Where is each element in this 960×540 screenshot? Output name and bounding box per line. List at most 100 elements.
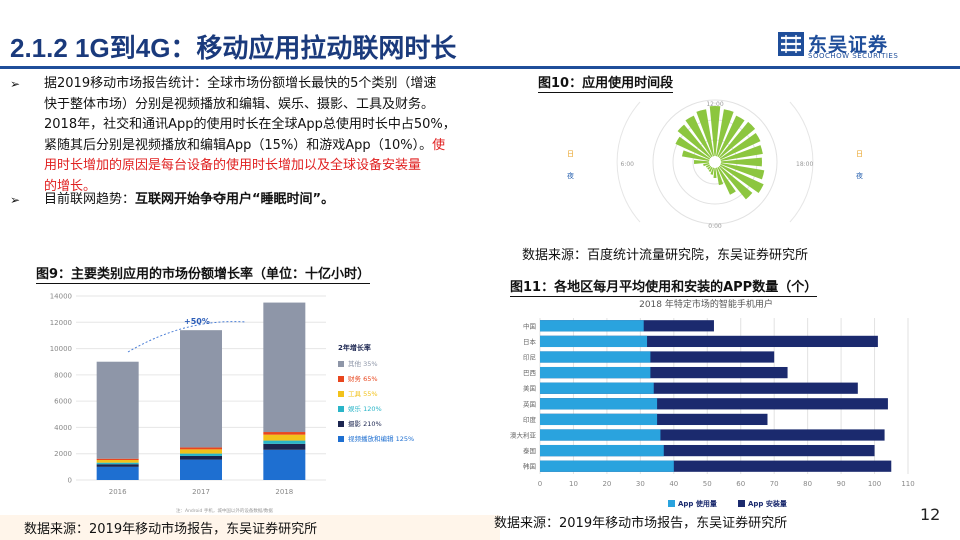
fig9-y-tick-label: 2000 [54,450,72,458]
fig10-side-day-left: 日 [567,150,574,158]
fig10-hour-bar [719,164,764,193]
fig9-bar-segment [96,361,139,459]
fig9-y-tick-label: 0 [68,477,72,485]
bullet-1-line-2: 快于整体市场）分别是视频播放和编辑、娱乐、摄影、工具及财务。 [44,96,435,112]
bullet-1-line-6: 的增长。 [44,178,97,194]
fig11-category-label: 巴西 [523,369,537,377]
fig9-y-tick-label: 6000 [54,398,72,406]
fig11-bar-install [540,429,885,441]
fig10-side-night-right: 夜 [856,171,863,180]
page-number: 12 [920,505,941,524]
fig10-hour-bar [720,163,765,180]
bullet-arrow-icon: ➢ [10,193,21,207]
fig11-legend-label: App 安装量 [748,499,787,508]
fig10-side-night-left: 夜 [567,171,574,180]
fig9-bar-segment [263,443,306,450]
title-divider [0,66,960,69]
fig9-bar-segment [263,449,306,480]
fig11-legend-swatch [668,500,675,507]
fig11-horizontal-bar-chart: 2018 年特定市场的智能手机用户 0 10 20 30 40 50 60 70 80 90 100… [510,298,915,508]
fig11-title: 图11：各地区每月平均使用和安装的APP数量（个） [510,276,818,297]
fig9-legend-swatch [338,421,344,427]
fig9-legend-swatch [338,391,344,397]
bullet-1: ➢ 据2019移动市场报告统计：全球市场份额增长最快的5个类别（增速 快于整体市… [10,74,530,198]
fig11-bar-install [540,444,875,457]
fig9-bar-segment [180,447,222,450]
logo-text-cn: 东吴证券 [808,34,889,56]
bullet-1-line-3: 2018年，社交和通讯App的使用时长在全球App总使用时长中占50%， [44,117,456,132]
fig10-side-day-right: 日 [856,150,863,158]
fig10-arc-right [789,101,814,223]
fig10-arc-left [616,101,641,223]
fig9-bar-segment [96,462,139,465]
fig9-legend-label: 财务 65% [348,374,378,383]
fig11-category-label: 韩国 [523,462,536,471]
fig11-bar-install [540,398,888,410]
fig11-bar-usage [540,382,654,394]
fig10-hour-bar [705,164,711,168]
fig11-category-label: 日本 [523,337,537,346]
fig9-stacked-bar-chart: 0 2000 4000 6000 8000 10000 12000 14000 2016 201… [50,293,414,515]
fig9-y-tick-label: 4000 [54,424,72,432]
fig11-category-label: 澳大利亚 [510,431,537,440]
fig11-bar-usage [540,335,648,348]
fig10-label-left: 6:00 [621,161,635,168]
fig10-title: 图10：应用使用时间段 [538,72,674,93]
bullet-2: ➢ 目前联网趋势：互联网开始争夺用户“睡眠时间”。 [10,190,530,212]
fig9-legend-label: 视频播放和编辑 125% [348,434,414,443]
fig10-hour-bar [720,157,762,167]
fig9-legend-label: 其他 35% [348,359,378,368]
fig10-hour-bar [717,115,745,158]
bullet-arrow-icon: ➢ [10,77,21,91]
fig9-x-tick-label: 2018 [275,488,293,496]
fig9-legend-label: 摄影 210% [348,419,382,428]
fig9-x-tick-label: 2017 [192,488,210,496]
fig10-hour-bar [675,136,711,160]
fig9-x-tick-label: 2016 [109,488,127,496]
fig10-hour-bar [696,109,714,157]
fig10-hour-bar [719,133,761,160]
fig10-hour-bar [681,150,710,161]
fig10-hour-bar [718,165,753,200]
fig10-hour-bar [694,160,710,164]
fig11-x-tick-label: 80 [803,480,812,488]
fig10-radial-chart: 12:00 18:00 0:00 6:00 日 夜 日 夜 [567,99,863,230]
logo-mark-icon [778,32,804,56]
bullet-1-line-4: 紧随其后分别是视频播放和编辑App（15%）和游戏App（10%）。使 [44,137,446,153]
fig10-hour-bar [709,106,721,157]
fig11-x-tick-label: 50 [703,480,712,488]
fig9-bar-segment [263,440,306,444]
fig9-bar-segment [180,453,222,456]
fig9-bar-segment [96,460,139,463]
fig9-legend-label: 娱乐 120% [348,404,382,413]
fig9-legend-swatch [338,406,344,412]
fig11-x-tick-label: 110 [901,480,914,488]
fig9-bar-segment [96,466,139,480]
page-title: 2.1.2 1G到4G：移动应用拉动联网时长 [10,33,457,63]
company-logo: 东吴证券 SOOCHOW SECURITIES [778,30,918,62]
fig11-x-tick-label: 100 [868,480,881,488]
fig11-bar-usage [540,429,661,441]
fig11-x-tick-label: 20 [602,480,611,488]
fig9-footnote: 注：Android 手机，城中国以外的设备数据/数据 [176,507,273,514]
fig10-hour-bar [707,165,712,170]
fig9-source: 数据来源：2019年移动市场报告，东吴证券研究所 [24,522,318,537]
fig9-bar-segment [263,302,306,433]
fig9-legend-swatch [338,436,344,442]
fig11-x-tick-label: 70 [770,480,779,488]
fig9-bar-segment [263,434,306,441]
fig11-bar-usage [540,320,644,332]
fig11-legend-swatch [738,500,745,507]
fig11-category-label: 泰国 [523,446,536,455]
fig9-bar-segment [180,330,222,448]
fig11-x-tick-label: 40 [669,480,678,488]
fig10-hour-bar [716,109,734,157]
fig9-bar-segment [180,459,222,480]
fig10-hour-bar [717,166,736,195]
fig11-bar-install [540,351,775,363]
fig11-x-tick-label: 10 [569,480,578,488]
fig11-bar-usage [540,398,658,410]
fig11-bar-install [540,366,788,379]
fig10-hour-bar [685,115,713,158]
fig11-legend-label: App 使用量 [678,499,717,508]
